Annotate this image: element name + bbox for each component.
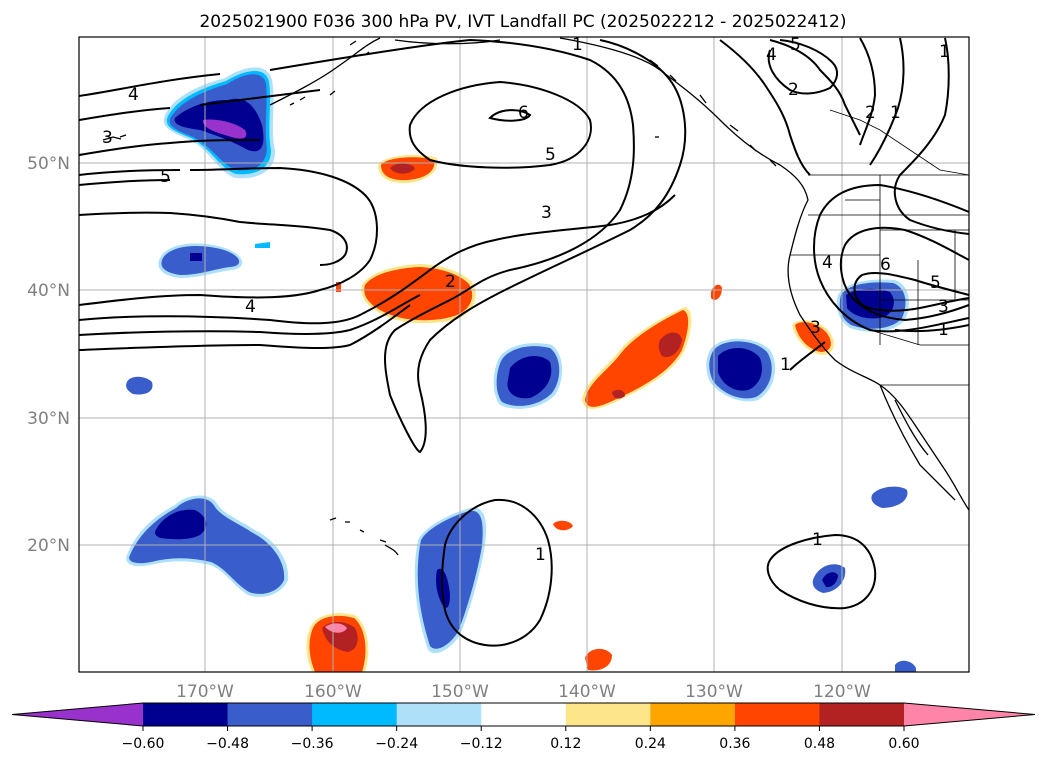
- svg-text:4: 4: [245, 297, 256, 317]
- svg-text:1: 1: [890, 103, 901, 123]
- positive-pv-anomalies: [306, 154, 834, 672]
- svg-text:5: 5: [790, 35, 801, 55]
- colorbar-tick-label: −0.36: [291, 736, 334, 752]
- neg-blob-mx25: [871, 486, 908, 508]
- colorbar-segment: [565, 703, 651, 726]
- colorbar: −0.60 −0.48 −0.36 −0.24 −0.12 0.12 0.24 0.36 0.4…: [11, 702, 1036, 752]
- colorbar-segment: [481, 703, 567, 726]
- svg-text:4: 4: [128, 85, 139, 105]
- lat-label: 50°N: [27, 154, 70, 174]
- svg-text:3: 3: [102, 128, 113, 148]
- map-title: 2025021900 F036 300 hPa PV, IVT Landfall…: [199, 12, 846, 32]
- colorbar-segment: [143, 703, 229, 726]
- colorbar-tick-label: −0.12: [460, 736, 503, 752]
- svg-text:6: 6: [880, 255, 891, 275]
- svg-text:2: 2: [445, 272, 456, 292]
- svg-text:6: 6: [518, 103, 529, 123]
- negative-pv-anomalies: [126, 67, 916, 672]
- lat-label: 30°N: [27, 409, 70, 429]
- svg-text:5: 5: [545, 145, 556, 165]
- lon-label: 160°W: [304, 682, 362, 702]
- colorbar-segment: [312, 703, 398, 726]
- coastlines: [102, 37, 969, 556]
- map-frame: [78, 36, 970, 673]
- svg-text:4: 4: [766, 45, 777, 65]
- borders: [790, 109, 969, 386]
- svg-text:3: 3: [541, 203, 552, 223]
- svg-text:2: 2: [865, 103, 876, 123]
- longitude-labels: 170°W 160°W 150°W 140°W 130°W 120°W: [176, 682, 871, 702]
- lon-label: 170°W: [176, 682, 234, 702]
- svg-text:1: 1: [572, 35, 583, 55]
- colorbar-extend-max: [904, 703, 1035, 726]
- colorbar-tick-label: 0.24: [635, 736, 666, 752]
- svg-text:5: 5: [160, 167, 171, 187]
- svg-text:4: 4: [822, 253, 833, 273]
- svg-text:5: 5: [930, 273, 941, 293]
- svg-text:3: 3: [938, 297, 949, 317]
- svg-text:1: 1: [939, 42, 950, 62]
- svg-text:2: 2: [788, 80, 799, 100]
- colorbar-tick-label: −0.60: [122, 736, 165, 752]
- neg-blob-w32: [126, 376, 153, 395]
- lon-label: 120°W: [813, 682, 871, 702]
- svg-text:3: 3: [810, 318, 821, 338]
- colorbar-segment: [734, 703, 820, 726]
- lon-label: 150°W: [431, 682, 489, 702]
- lat-label: 20°N: [27, 536, 70, 556]
- colorbar-segment: [396, 703, 482, 726]
- colorbar-tick-label: 0.60: [888, 736, 919, 752]
- colorbar-tick-label: −0.48: [206, 736, 249, 752]
- lat-label: 40°N: [27, 281, 70, 301]
- contour-labels: 1 2 3 4 5 6 3 5 4 5 4 2 1 1 2 3 1 4 5 6 …: [102, 35, 950, 565]
- lon-label: 140°W: [558, 682, 616, 702]
- colorbar-segment: [227, 703, 313, 726]
- colorbar-segment: [650, 703, 736, 726]
- svg-text:1: 1: [812, 530, 823, 550]
- svg-text:1: 1: [535, 545, 546, 565]
- latitude-labels: 50°N 40°N 30°N 20°N: [27, 154, 70, 556]
- svg-text:1: 1: [780, 355, 791, 375]
- colorbar-tick-label: 0.12: [550, 736, 581, 752]
- lon-label: 130°W: [685, 682, 743, 702]
- svg-text:1: 1: [938, 320, 949, 340]
- ivt-contours: [79, 37, 969, 647]
- colorbar-tick-label: 0.48: [804, 736, 835, 752]
- colorbar-tick-label: −0.24: [375, 736, 418, 752]
- colorbar-segment: [819, 703, 905, 726]
- colorbar-extend-min: [12, 703, 143, 726]
- map-area: 1 2 3 4 5 6 3 5 4 5 4 2 1 1 2 3 1 4 5 6 …: [79, 35, 969, 672]
- colorbar-tick-label: 0.36: [719, 736, 750, 752]
